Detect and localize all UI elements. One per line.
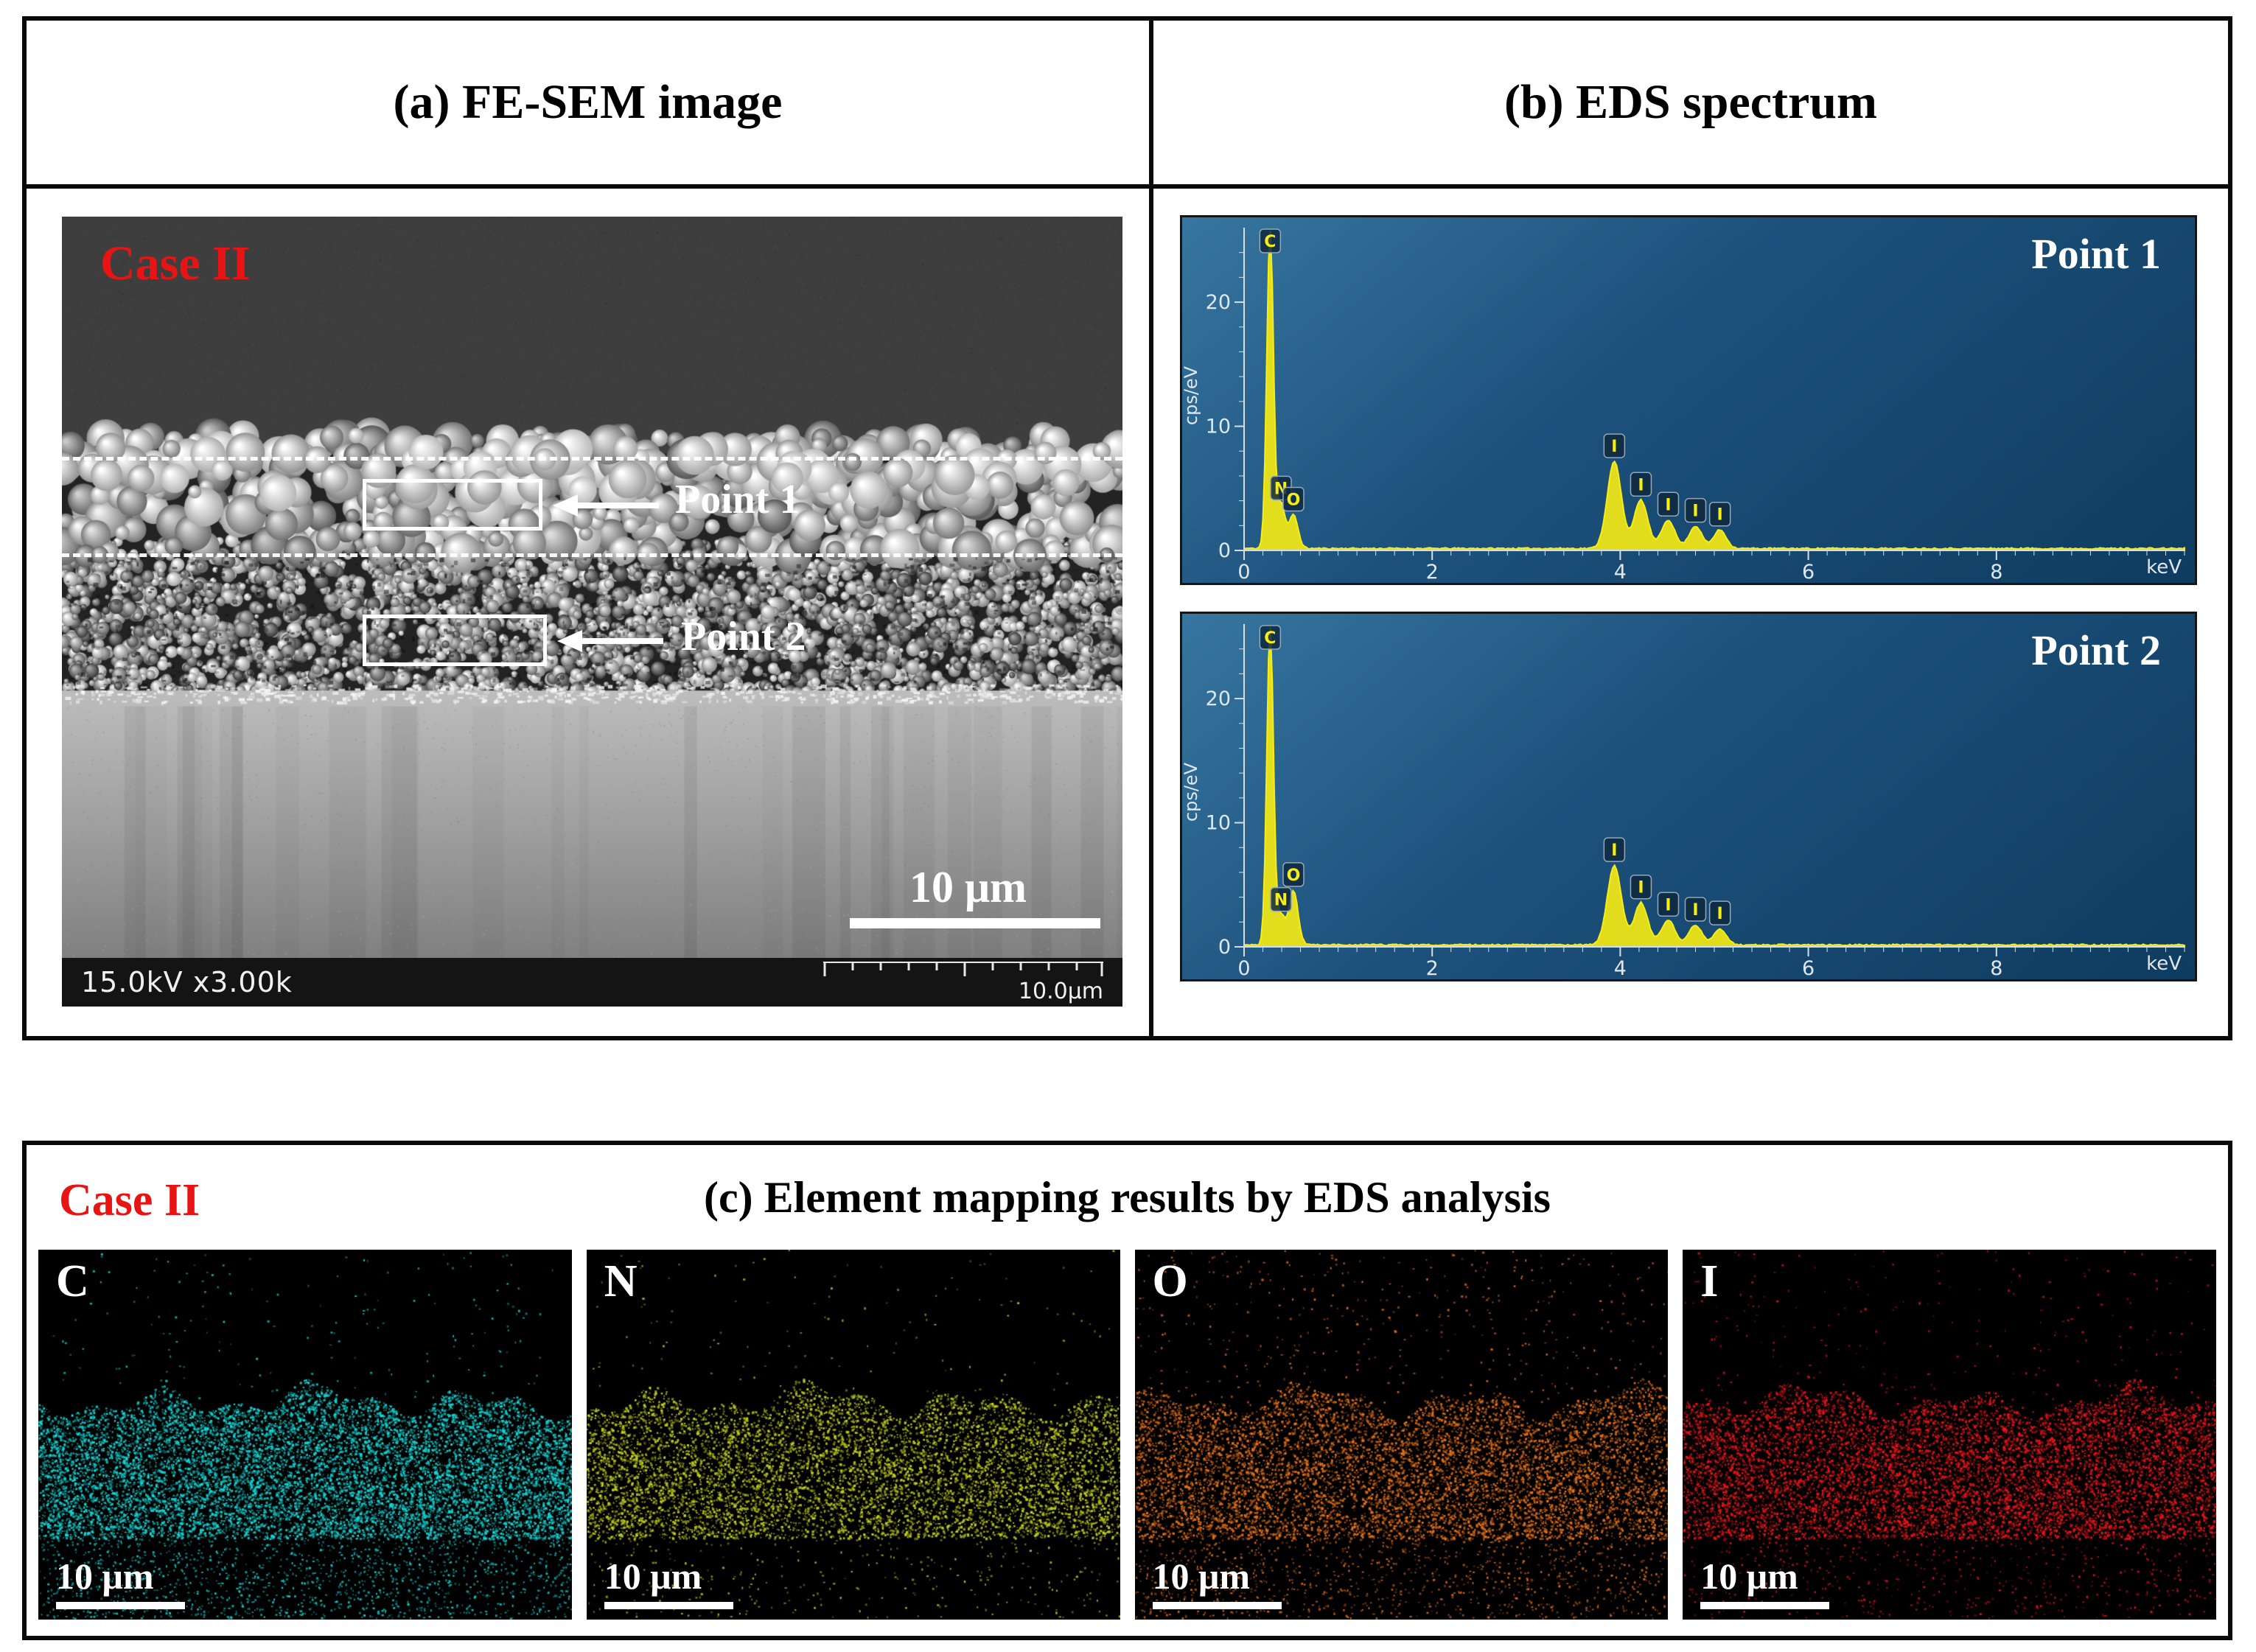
svg-text:20: 20 xyxy=(1206,291,1231,314)
map-scalebar-line xyxy=(604,1602,733,1609)
eds-map-iodine: I 10 μm xyxy=(1683,1250,2216,1620)
map-scalebar: 10 μm xyxy=(56,1555,185,1609)
case-label: Case II xyxy=(100,237,251,290)
svg-text:C: C xyxy=(1264,233,1276,251)
map-element-symbol: N xyxy=(604,1256,638,1306)
svg-text:2: 2 xyxy=(1426,957,1439,979)
point1-region-box xyxy=(363,479,542,531)
eds-map-carbon-canvas xyxy=(38,1250,572,1620)
svg-text:0: 0 xyxy=(1218,936,1231,959)
panel-a-title: (a) FE-SEM image xyxy=(393,75,783,129)
panel-c-title: (c) Element mapping results by EDS analy… xyxy=(703,1172,1551,1222)
svg-text:20: 20 xyxy=(1206,687,1231,710)
map-scalebar-label: 10 μm xyxy=(56,1555,154,1597)
surface-dashed-line-bottom xyxy=(62,553,1122,557)
svg-text:8: 8 xyxy=(1990,957,2002,979)
map-scalebar-label: 10 μm xyxy=(1152,1555,1251,1597)
spectrum2-title: Point 2 xyxy=(2031,626,2161,674)
eds-map-nitrogen-canvas xyxy=(586,1250,1120,1620)
eds-map-nitrogen: N 10 μm xyxy=(586,1250,1120,1620)
point2-arrow-icon xyxy=(557,630,663,652)
svg-text:I: I xyxy=(1717,506,1723,525)
eds-map-carbon: C 10 μm xyxy=(38,1250,572,1620)
svg-text:2: 2 xyxy=(1426,561,1439,583)
svg-text:10: 10 xyxy=(1206,812,1231,835)
svg-text:4: 4 xyxy=(1614,957,1627,979)
svg-text:C: C xyxy=(1264,629,1276,648)
panel-b-header: (b) EDS spectrum xyxy=(1153,21,2228,189)
map-scalebar: 10 μm xyxy=(1700,1555,1830,1609)
map-scalebar-line xyxy=(1700,1602,1830,1609)
svg-text:I: I xyxy=(1638,879,1644,897)
spectrum2-y-axis-label: cps/eV xyxy=(1181,763,1202,822)
panel-c-container: Case II (c) Element mapping results by E… xyxy=(22,1141,2232,1640)
sem-info-bar: 15.0kV x3.00k xyxy=(62,958,1122,1007)
svg-text:O: O xyxy=(1287,867,1301,885)
map-scalebar: 10 μm xyxy=(604,1555,733,1609)
spectrum1-title: Point 1 xyxy=(2031,230,2161,278)
element-maps-row: C 10 μm N 10 μm O 10 μm xyxy=(27,1250,2228,1620)
surface-dashed-line-top xyxy=(62,457,1122,461)
svg-text:I: I xyxy=(1665,896,1671,914)
ruler-ticks-icon xyxy=(823,962,1103,976)
spectrum1-x-axis-label: keV xyxy=(2146,556,2182,578)
map-scalebar: 10 μm xyxy=(1152,1555,1282,1609)
point2-region-box xyxy=(363,615,547,666)
sem-micron-ruler: 10.0μm xyxy=(823,960,1103,1004)
eds-map-oxygen-canvas xyxy=(1134,1250,1669,1620)
svg-text:8: 8 xyxy=(1990,561,2002,583)
svg-text:O: O xyxy=(1287,491,1301,510)
panel-ab-container: (a) FE-SEM image (b) EDS spectrum Case I… xyxy=(22,16,2232,1040)
point1-label: Point 1 xyxy=(675,477,800,522)
eds-spectrum-point2-plot: 0 10 20 0 2 4 6 8 C NO I I I I I xyxy=(1206,624,2185,979)
eds-map-oxygen: O 10 μm xyxy=(1134,1250,1669,1620)
sem-scalebar-label: 10 μm xyxy=(909,863,1027,911)
svg-text:10: 10 xyxy=(1206,416,1231,438)
point1-arrow-icon xyxy=(553,494,659,517)
svg-text:I: I xyxy=(1692,503,1698,521)
sem-acquisition-settings: 15.0kV x3.00k xyxy=(81,966,293,998)
svg-text:I: I xyxy=(1717,905,1723,923)
map-scalebar-line xyxy=(56,1602,185,1609)
eds-map-iodine-canvas xyxy=(1683,1250,2216,1620)
svg-text:0: 0 xyxy=(1237,957,1250,979)
spectrum2-x-axis-label: keV xyxy=(2146,953,2182,975)
svg-text:I: I xyxy=(1611,438,1617,456)
map-scalebar-label: 10 μm xyxy=(1700,1555,1798,1597)
point2-label: Point 2 xyxy=(681,614,806,659)
panel-b-title: (b) EDS spectrum xyxy=(1504,75,1877,129)
map-element-symbol: I xyxy=(1700,1256,1719,1306)
eds-spectrum-point1: 0 10 20 0 2 4 6 8 C N O I I I I I cps/eV keV Point 1 xyxy=(1180,215,2197,585)
svg-text:N: N xyxy=(1274,892,1288,910)
sem-canvas xyxy=(62,217,1122,1007)
panel-c-header: Case II (c) Element mapping results by E… xyxy=(27,1145,2228,1250)
case-label-c: Case II xyxy=(59,1175,200,1225)
svg-text:I: I xyxy=(1638,476,1644,494)
map-scalebar-label: 10 μm xyxy=(604,1555,702,1597)
map-element-symbol: C xyxy=(56,1256,89,1306)
svg-text:6: 6 xyxy=(1802,957,1815,979)
svg-text:0: 0 xyxy=(1237,561,1250,583)
svg-text:6: 6 xyxy=(1802,561,1815,583)
map-element-symbol: O xyxy=(1152,1256,1188,1306)
sem-image: Case II Point 1 Point 2 10 μm xyxy=(62,217,1122,1007)
map-scalebar-line xyxy=(1152,1602,1282,1609)
panel-a-content: Case II Point 1 Point 2 10 μm xyxy=(27,189,1153,1036)
sem-scalebar xyxy=(850,918,1100,928)
svg-text:I: I xyxy=(1692,901,1698,920)
svg-text:4: 4 xyxy=(1614,561,1627,583)
eds-spectrum-point2: 0 10 20 0 2 4 6 8 C N O I I I I I cps/eV keV Point 2 xyxy=(1180,612,2197,981)
svg-text:I: I xyxy=(1611,841,1617,860)
panel-a-header: (a) FE-SEM image xyxy=(27,21,1153,189)
svg-text:0: 0 xyxy=(1218,539,1231,562)
sem-ruler-label: 10.0μm xyxy=(1018,979,1103,1004)
svg-text:I: I xyxy=(1665,496,1671,514)
spectrum1-y-axis-label: cps/eV xyxy=(1181,366,1202,426)
